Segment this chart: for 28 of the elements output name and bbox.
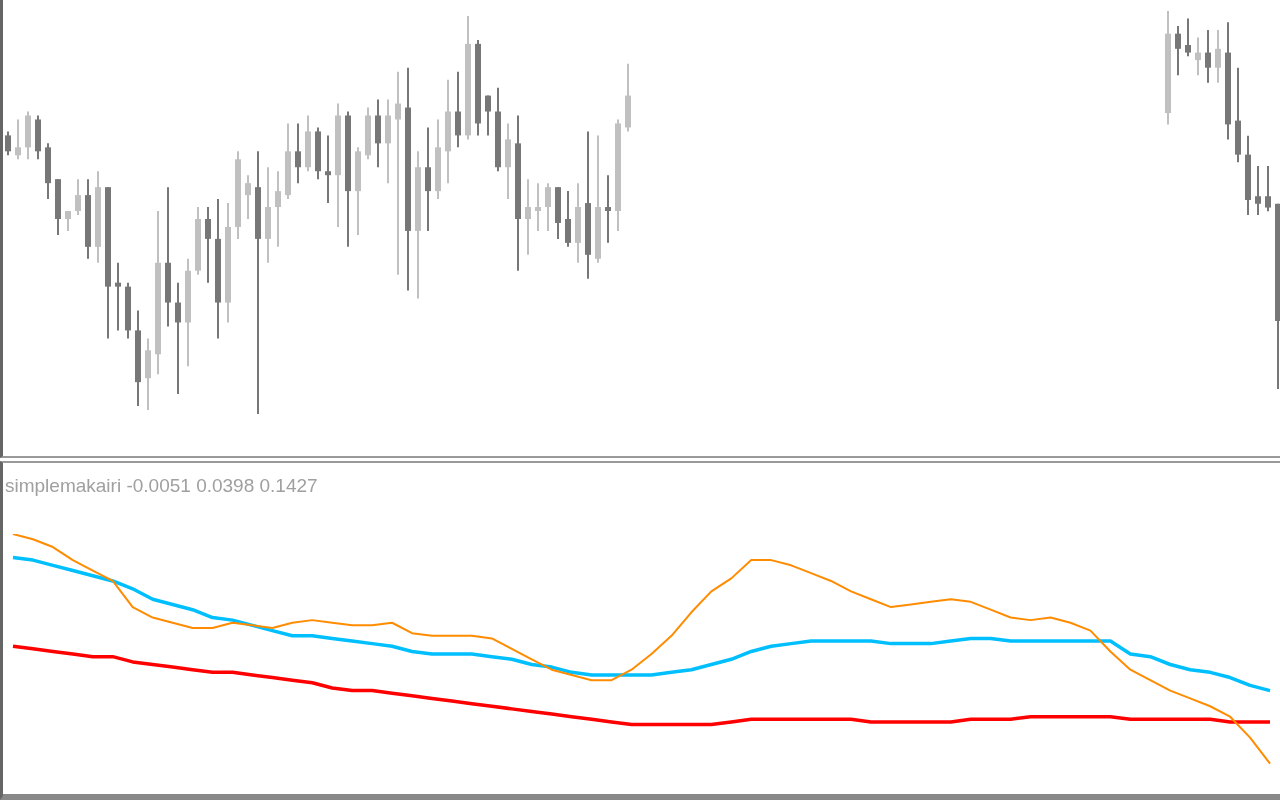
candlestick (115, 261, 121, 332)
candlestick (245, 174, 251, 220)
candlestick (15, 118, 21, 161)
candlestick (295, 122, 301, 185)
candlestick (535, 182, 541, 232)
candlestick (1215, 28, 1221, 84)
candlestick (1265, 164, 1271, 213)
candlestick (425, 126, 431, 232)
candlestick (395, 70, 401, 276)
candlestick (65, 210, 71, 232)
candlestick (75, 178, 81, 216)
candlestick (525, 178, 531, 256)
candlestick (325, 134, 331, 205)
candlestick (175, 281, 181, 396)
candlestick (545, 182, 551, 232)
chart-title: simplemakairi -0.0051 0.0398 0.1427 (5, 475, 318, 497)
candlestick (565, 190, 571, 248)
candlestick (1255, 164, 1261, 217)
candlestick (205, 206, 211, 284)
candlestick (485, 94, 491, 137)
candlestick (5, 130, 11, 157)
candlestick (275, 170, 281, 248)
candlestick (1185, 17, 1191, 58)
candlestick (1175, 25, 1181, 77)
candlestick (1205, 28, 1211, 84)
candlestick (605, 174, 611, 244)
candlestick (455, 70, 461, 149)
candlestick (1195, 36, 1201, 77)
